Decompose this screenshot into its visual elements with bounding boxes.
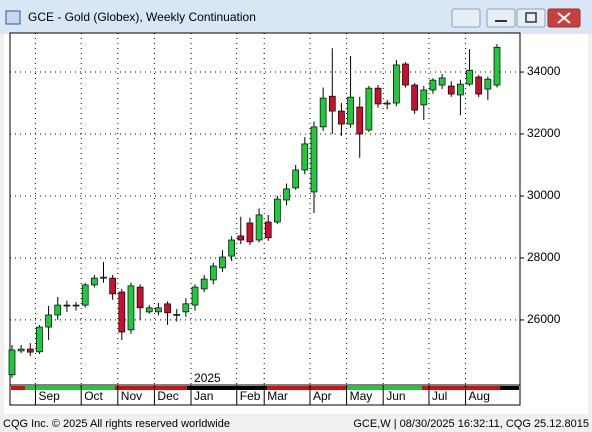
app-icon xyxy=(5,10,21,25)
minimize-button[interactable] xyxy=(486,8,516,28)
maximize-icon xyxy=(525,12,537,23)
candle-body xyxy=(237,235,245,241)
session-strip xyxy=(347,386,422,390)
x-tick-label: Dec xyxy=(157,389,178,403)
x-tick-label: Nov xyxy=(121,389,142,403)
close-icon xyxy=(557,12,571,24)
y-tick-label: 28000 xyxy=(527,250,561,264)
x-tick-label: Aug xyxy=(469,389,490,403)
candle-body xyxy=(319,97,327,128)
candle-body xyxy=(392,64,400,104)
candle-body xyxy=(374,87,382,105)
status-right: GCE,W | 08/30/2025 16:32:11, CQG 25.12.8… xyxy=(353,418,589,430)
x-tick-label: Apr xyxy=(313,389,332,403)
candle-body xyxy=(310,126,318,193)
candle-body xyxy=(475,76,483,95)
x-tick-label: Jul xyxy=(432,389,447,403)
candle-body xyxy=(283,188,290,201)
candle-body xyxy=(347,96,354,125)
candle-body xyxy=(45,314,52,328)
candle-body xyxy=(118,291,126,333)
candle-body xyxy=(36,326,43,353)
candle-body xyxy=(164,303,171,314)
x-tick-label: Mar xyxy=(267,389,288,403)
candle-body xyxy=(301,143,309,171)
candle-body xyxy=(136,286,144,309)
y-tick-label: 30000 xyxy=(527,188,561,202)
candle-body xyxy=(200,278,208,290)
candle-body xyxy=(155,307,162,313)
candle-body xyxy=(109,277,117,295)
session-strip xyxy=(11,386,25,390)
x-tick-label: Feb xyxy=(240,389,261,403)
candle-body xyxy=(466,69,473,85)
candle-body xyxy=(356,106,364,135)
candle-body xyxy=(246,222,254,243)
y-tick-label: 34000 xyxy=(527,64,561,78)
y-tick-label: 32000 xyxy=(527,126,561,140)
candle-body xyxy=(209,265,217,281)
session-strip xyxy=(25,386,115,390)
candle-body xyxy=(365,87,373,131)
candle-body xyxy=(447,85,455,95)
x-tick-label: Oct xyxy=(84,389,103,403)
x-tick-label: Jan xyxy=(194,389,213,403)
candle-body xyxy=(274,198,281,223)
status-left: CQG Inc. © 2025 All rights reserved worl… xyxy=(3,418,230,430)
link-button[interactable] xyxy=(451,8,481,28)
candle-body xyxy=(8,349,16,376)
y-tick-label: 26000 xyxy=(527,312,561,326)
session-strip xyxy=(267,386,347,390)
candle-body xyxy=(72,304,80,307)
status-bar xyxy=(0,414,592,432)
plot-area xyxy=(9,32,521,386)
candle-body xyxy=(402,63,409,86)
candle-body xyxy=(145,307,153,313)
session-strip xyxy=(500,386,519,390)
candle-body xyxy=(127,285,135,331)
session-strip xyxy=(187,386,267,390)
candle-body xyxy=(420,89,428,106)
year-label: 2025 xyxy=(194,371,221,385)
candle-body xyxy=(182,303,190,313)
candle-body xyxy=(191,286,199,306)
candle-body xyxy=(219,256,226,269)
x-tick-label: Sep xyxy=(38,389,60,403)
candle-body xyxy=(411,84,418,111)
candle-body xyxy=(173,314,181,316)
candle-body xyxy=(429,79,437,91)
candle-body xyxy=(91,277,98,286)
session-strip xyxy=(422,386,500,390)
candle-body xyxy=(328,95,336,112)
candle-body xyxy=(438,77,446,86)
candle-body xyxy=(228,239,235,257)
candle-body xyxy=(63,304,71,307)
candle-body xyxy=(484,78,492,90)
candle-body xyxy=(493,46,501,86)
window-title: GCE - Gold (Globex), Weekly Continuation xyxy=(28,10,256,24)
candle-body xyxy=(383,102,391,105)
candle-body xyxy=(81,284,89,306)
candle-body xyxy=(457,83,464,96)
candle-body xyxy=(264,221,272,239)
maximize-button[interactable] xyxy=(516,8,546,28)
candle-body xyxy=(100,276,107,279)
candle-body xyxy=(26,348,34,353)
x-tick-label: Jun xyxy=(386,389,405,403)
candle-body xyxy=(292,169,300,189)
x-tick-label: May xyxy=(350,389,373,403)
candle-body xyxy=(255,214,263,241)
candle-body xyxy=(17,348,25,352)
session-strip xyxy=(115,386,187,390)
candle-body xyxy=(338,110,345,125)
candle-body xyxy=(54,304,62,316)
